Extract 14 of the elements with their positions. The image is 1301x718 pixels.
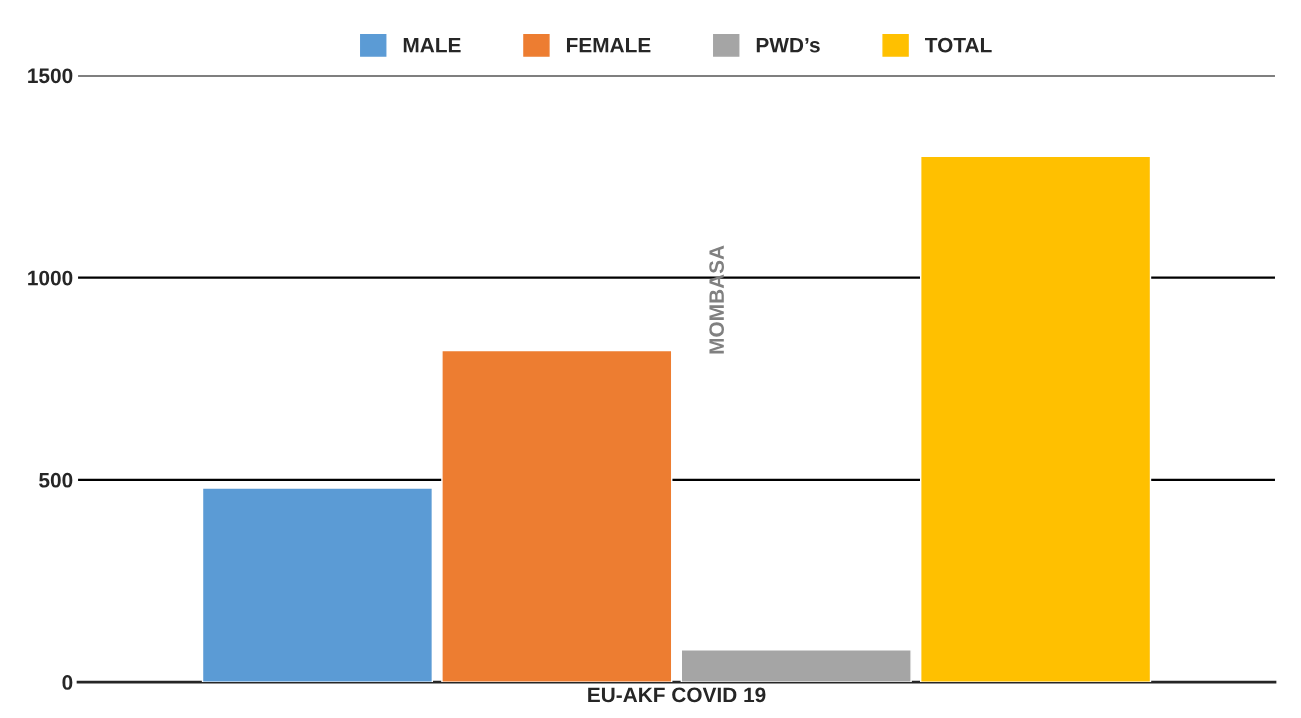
y-tick-label: 1500 — [28, 68, 73, 84]
legend-label: FEMALE — [566, 37, 651, 53]
legend-label: MALE — [403, 37, 461, 53]
bar — [680, 649, 912, 683]
bar — [919, 155, 1152, 683]
legend-label: TOTAL — [925, 37, 992, 53]
bar — [441, 349, 673, 683]
legend-label: PWD’s — [756, 37, 820, 53]
x-tick-label: EU-AKF COVID 19 — [588, 687, 766, 703]
annotation: MOMBASA — [709, 245, 724, 354]
bar — [201, 487, 434, 683]
y-tick-label: 500 — [39, 472, 73, 488]
y-tick-label: 1000 — [28, 270, 73, 286]
y-tick-label: 0 — [62, 675, 73, 690]
